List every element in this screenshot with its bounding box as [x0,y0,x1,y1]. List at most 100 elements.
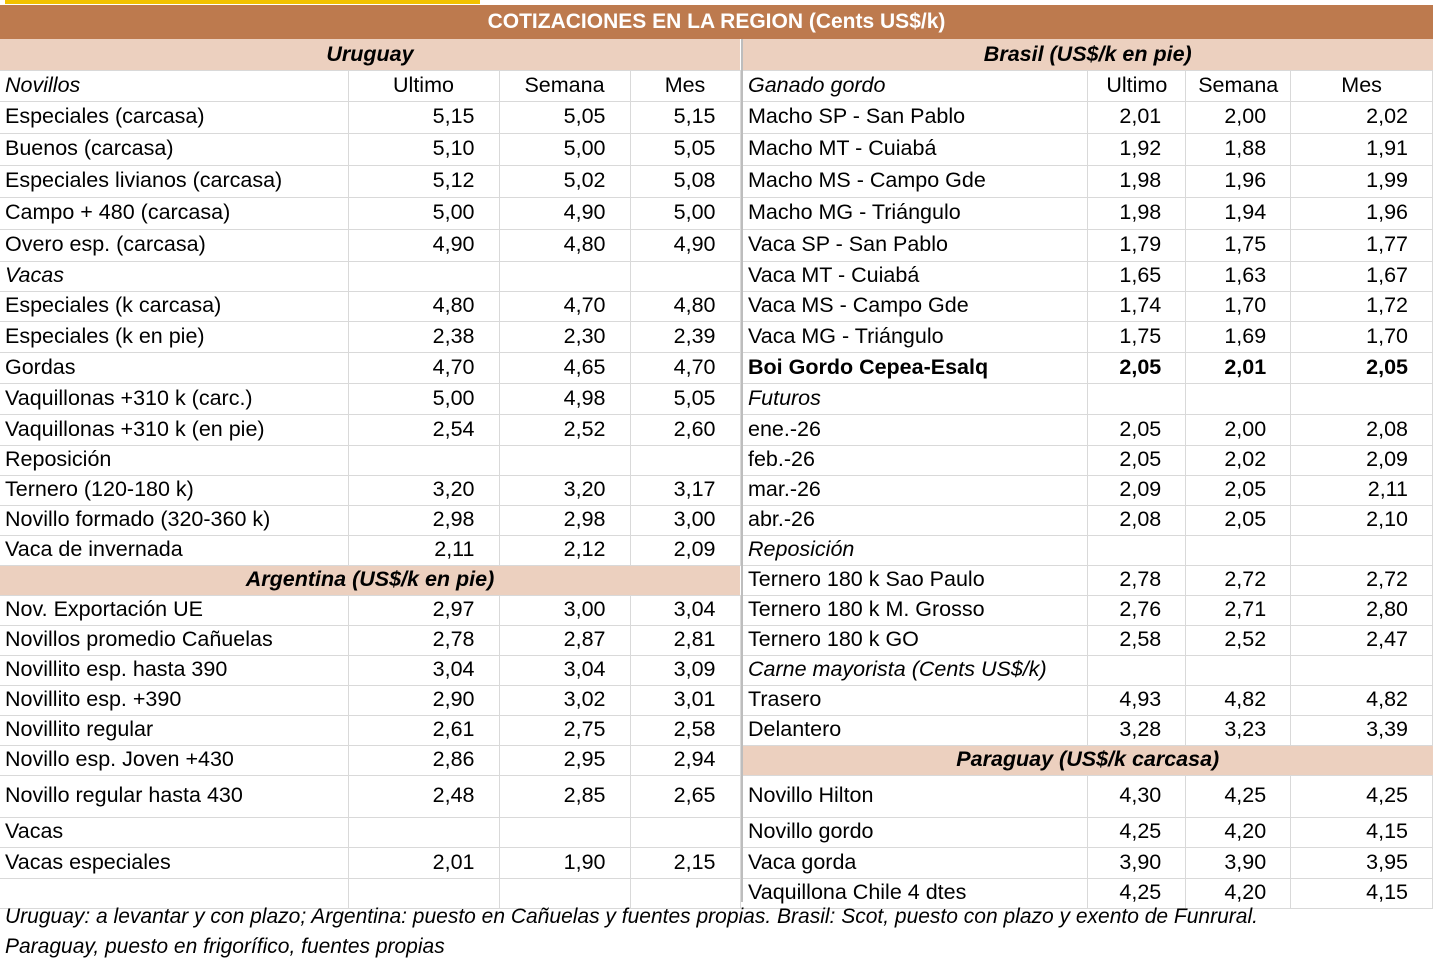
table-row: mar.-26 2,09 2,05 2,11 [743,475,1433,506]
value-mes: 2,11 [1290,475,1433,506]
value-ultimo: 1,98 [1087,197,1187,230]
value-semana: 4,20 [1185,817,1292,848]
table-row: Especiales (k en pie) 2,38 2,30 2,39 [0,321,741,353]
value-semana: 2,95 [499,745,631,776]
section-title: Brasil (US$/k en pie) [743,39,1433,71]
value-ultimo: 5,00 [348,383,500,415]
value-semana: 2,00 [1185,414,1292,446]
row-label: Vacas especiales [0,847,349,879]
row-label: Especiales (carcasa) [0,101,349,134]
value-semana: 1,96 [1185,165,1292,198]
table-row: Vaquillona Chile 4 dtes 4,25 4,20 4,15 [743,878,1433,909]
value-mes: 2,81 [630,625,741,656]
value-mes: 3,95 [1290,847,1433,879]
selection-highlight [5,0,480,4]
row-label: Campo + 480 (carcasa) [0,197,349,230]
table-row: Novillo gordo 4,25 4,20 4,15 [743,817,1433,848]
row-label: Reposición [743,535,1089,566]
value-semana: 3,90 [1185,847,1292,879]
value-ultimo: 4,80 [348,291,500,322]
row-label: Vaca MG - Triángulo [743,321,1089,353]
value-mes: 2,09 [630,535,741,566]
value-semana: 4,90 [499,197,631,230]
value-ultimo: 5,00 [348,197,500,230]
column-header-category: Novillos [0,70,349,102]
value-mes: 1,70 [1290,321,1433,353]
value-semana: 2,87 [499,625,631,656]
row-label: Gordas [0,352,349,384]
row-label: Ternero (120-180 k) [0,475,349,506]
value-semana: 1,90 [499,847,631,879]
left-price-table: Uruguay Novillos Ultimo Semana Mes Especiales… [0,39,741,909]
table-row: Trasero 4,93 4,82 4,82 [743,685,1433,716]
value-semana: 4,70 [499,291,631,322]
table-row: Vaca de invernada 2,11 2,12 2,09 [0,535,741,566]
row-label: Novillito esp. +390 [0,685,349,716]
value-mes: 1,67 [1290,261,1433,292]
table-row: Especiales (k carcasa) 4,80 4,70 4,80 [0,291,741,322]
value-ultimo: 2,58 [1087,625,1187,656]
value-semana: 2,05 [1185,505,1292,536]
column-header-category: Ganado gordo [743,70,1089,102]
table-row: abr.-26 2,08 2,05 2,10 [743,505,1433,536]
top-border [0,0,1433,4]
value-mes: 2,39 [630,321,741,353]
table-row: Vaca MG - Triángulo 1,75 1,69 1,70 [743,321,1433,353]
row-label: mar.-26 [743,475,1089,506]
value-semana: 4,20 [1185,878,1292,909]
value-ultimo: 3,90 [1087,847,1187,879]
value-mes: 2,94 [630,745,741,776]
value-semana: 4,25 [1185,775,1292,818]
value-mes [630,445,741,476]
table-row: Vaquillonas +310 k (carc.) 5,00 4,98 5,05 [0,383,741,415]
value-semana: 4,65 [499,352,631,384]
row-label: Novillito esp. hasta 390 [0,655,349,686]
value-mes: 3,04 [630,595,741,626]
value-ultimo: 5,10 [348,133,500,166]
row-label: Novillo formado (320-360 k) [0,505,349,536]
value-mes: 4,82 [1290,685,1433,716]
value-ultimo: 1,75 [1087,321,1187,353]
value-ultimo [1087,383,1187,415]
row-label: Novillo gordo [743,817,1089,848]
value-ultimo: 2,54 [348,414,500,446]
value-ultimo: 2,01 [1087,101,1187,134]
table-row: Vaquillonas +310 k (en pie) 2,54 2,52 2,60 [0,414,741,446]
table-row: Carne mayorista (Cents US$/k) [743,655,1433,686]
row-label [0,878,349,909]
value-semana: 4,98 [499,383,631,415]
value-mes: 3,39 [1290,715,1433,746]
value-semana: 3,00 [499,595,631,626]
table-row: Ternero 180 k GO 2,58 2,52 2,47 [743,625,1433,656]
value-mes [1290,383,1433,415]
page-title: COTIZACIONES EN LA REGION (Cents US$/k) [0,5,1433,39]
value-ultimo: 2,90 [348,685,500,716]
value-ultimo: 4,25 [1087,878,1187,909]
value-ultimo: 5,12 [348,165,500,198]
value-ultimo: 4,25 [1087,817,1187,848]
section-title: Paraguay (US$/k carcasa) [743,745,1433,776]
value-semana [499,261,631,292]
column-header-mes: Mes [630,70,741,102]
value-semana: 5,05 [499,101,631,134]
table-row: Ternero 180 k M. Grosso 2,76 2,71 2,80 [743,595,1433,626]
table-row: Novillo esp. Joven +430 2,86 2,95 2,94 [0,745,741,776]
value-semana: 1,94 [1185,197,1292,230]
table-row: Boi Gordo Cepea-Esalq 2,05 2,01 2,05 [743,352,1433,384]
value-mes: 2,02 [1290,101,1433,134]
table-row [0,878,741,909]
value-ultimo: 2,01 [348,847,500,879]
value-semana: 2,00 [1185,101,1292,134]
footnote: Uruguay: a levantar y con plazo; Argenti… [5,902,1425,962]
value-ultimo: 1,65 [1087,261,1187,292]
value-ultimo: 2,05 [1087,414,1187,446]
value-mes: 1,96 [1290,197,1433,230]
row-label: Especiales (k en pie) [0,321,349,353]
value-semana: 2,75 [499,715,631,746]
table-row: Nov. Exportación UE 2,97 3,00 3,04 [0,595,741,626]
value-mes [630,817,741,848]
value-mes: 4,70 [630,352,741,384]
table-row: feb.-26 2,05 2,02 2,09 [743,445,1433,476]
value-mes: 1,91 [1290,133,1433,166]
value-mes: 2,05 [1290,352,1433,384]
